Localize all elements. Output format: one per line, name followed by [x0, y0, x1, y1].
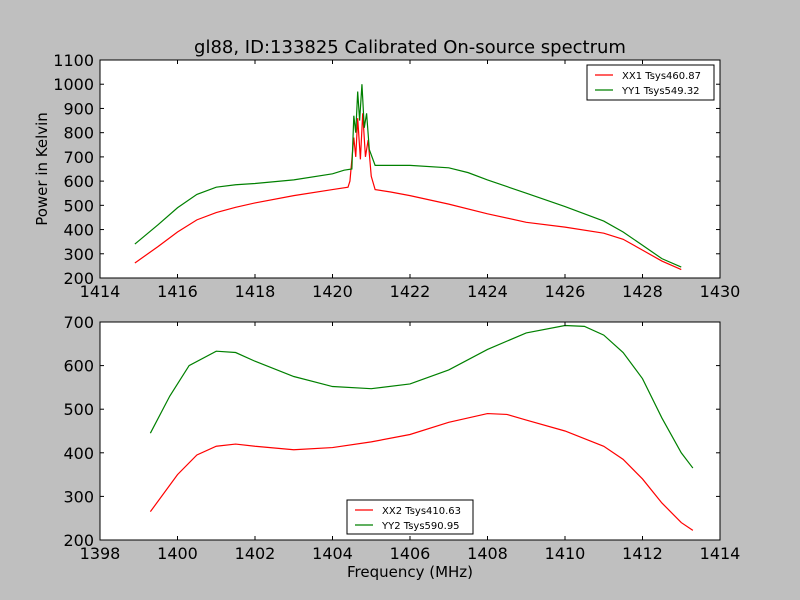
- legend-box: [586, 64, 715, 101]
- x-tick-label: 1418: [235, 282, 276, 301]
- legend-box: [346, 499, 474, 535]
- x-tick-label: 1424: [467, 282, 508, 301]
- legend: XX1 Tsys460.87 YY1 Tsys549.32: [586, 64, 715, 101]
- series-line-xx2: [149, 412, 694, 531]
- x-tick-label: 1404: [312, 544, 353, 563]
- axes-2: 1398 1400 1402 1404 1406 1408 1410 1412 1414 200 3…: [63, 313, 740, 581]
- axes-1: 1414 1416 1418 1420 1422 1424 1426 1428 1430 200 3…: [33, 37, 740, 301]
- x-tick-label: 1422: [390, 282, 431, 301]
- y-tick-label: 900: [63, 99, 94, 118]
- y-tick-label: 200: [63, 531, 94, 550]
- legend-label: XX2 Tsys410.63: [382, 506, 461, 517]
- x-tick-label: 1414: [700, 544, 741, 563]
- x-tick-label: 1430: [700, 282, 741, 301]
- x-tick-label: 1428: [622, 282, 663, 301]
- x-tick-label: 1402: [235, 544, 276, 563]
- y-tick-label: 700: [63, 148, 94, 167]
- series-line-yy1: [134, 84, 682, 268]
- legend: XX2 Tsys410.63 YY2 Tsys590.95: [346, 499, 474, 535]
- x-tick-label: 1398: [80, 544, 121, 563]
- legend-label: XX1 Tsys460.87: [622, 71, 701, 82]
- x-tick-label: 1410: [545, 544, 586, 563]
- legend-label: YY1 Tsys549.32: [621, 86, 700, 97]
- x-tick-label: 1406: [390, 544, 431, 563]
- y-tick-label: 400: [63, 221, 94, 240]
- y-tick-label: 700: [63, 313, 94, 332]
- y-tick-label: 600: [63, 172, 94, 191]
- y-tick-label: 800: [63, 124, 94, 143]
- y-tick-label: 500: [63, 400, 94, 419]
- x-tick-label: 1420: [312, 282, 353, 301]
- y-tick-label: 300: [63, 245, 94, 264]
- series-line-yy2: [149, 324, 694, 469]
- y-tick-label: 1100: [53, 51, 94, 70]
- y-axis-label: Power in Kelvin: [33, 112, 51, 226]
- y-tick-label: 600: [63, 357, 94, 376]
- y-tick-label: 400: [63, 444, 94, 463]
- x-tick-label: 1408: [467, 544, 508, 563]
- series-line-xx1: [134, 113, 682, 271]
- y-tick-label: 1000: [53, 75, 94, 94]
- chart-title: gl88, ID:133825 Calibrated On-source spe…: [194, 37, 626, 58]
- x-tick-label: 1412: [622, 544, 663, 563]
- x-tick-label: 1400: [157, 544, 198, 563]
- x-tick-label: 1426: [545, 282, 586, 301]
- y-tick-label: 200: [63, 269, 94, 288]
- y-tick-label: 500: [63, 196, 94, 215]
- x-tick-label: 1414: [80, 282, 121, 301]
- y-tick-label: 300: [63, 487, 94, 506]
- x-tick-label: 1416: [157, 282, 198, 301]
- legend-label: YY2 Tsys590.95: [381, 521, 460, 532]
- x-axis-label: Frequency (MHz): [347, 563, 473, 581]
